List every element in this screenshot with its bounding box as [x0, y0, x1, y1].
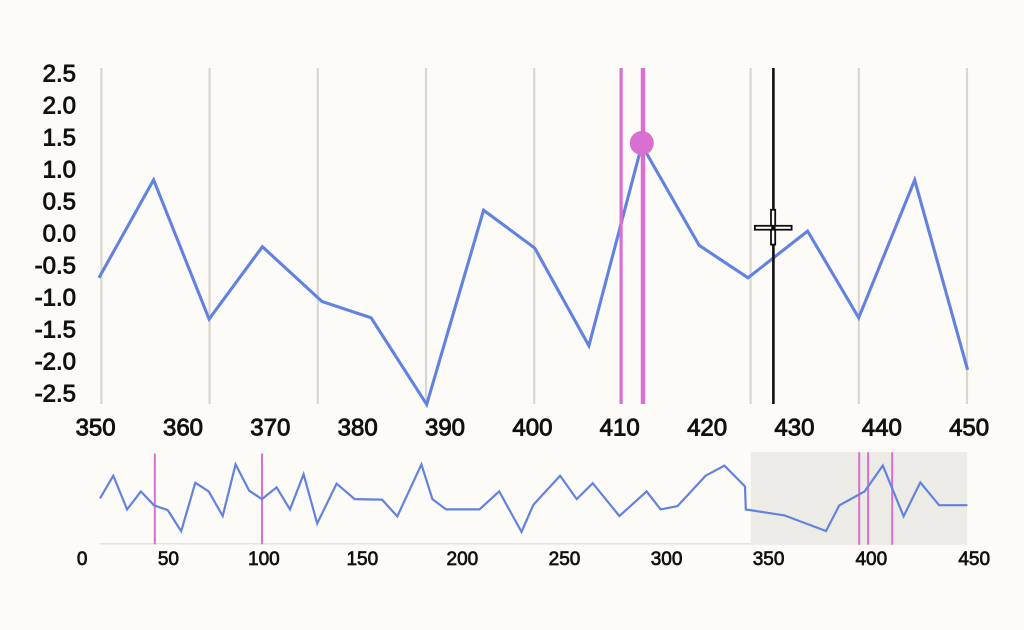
svg-text:0: 0 [77, 549, 88, 570]
svg-text:420: 420 [687, 414, 727, 441]
svg-text:200: 200 [447, 549, 479, 570]
svg-text:0.0: 0.0 [43, 221, 76, 248]
svg-text:400: 400 [512, 414, 552, 441]
svg-text:150: 150 [346, 549, 378, 570]
svg-text:380: 380 [338, 414, 378, 441]
svg-text:2.0: 2.0 [43, 93, 76, 120]
svg-text:50: 50 [158, 549, 179, 570]
svg-text:360: 360 [163, 414, 203, 441]
svg-text:450: 450 [949, 414, 989, 441]
svg-text:390: 390 [425, 414, 465, 441]
svg-text:0.5: 0.5 [43, 189, 76, 216]
svg-text:-2.5: -2.5 [35, 381, 76, 408]
svg-text:400: 400 [855, 549, 887, 570]
svg-text:-0.5: -0.5 [35, 253, 76, 280]
svg-text:370: 370 [250, 414, 290, 441]
svg-text:-1.5: -1.5 [35, 317, 76, 344]
svg-text:410: 410 [600, 414, 640, 441]
svg-text:100: 100 [248, 549, 280, 570]
svg-text:1.0: 1.0 [43, 157, 76, 184]
svg-text:350: 350 [753, 549, 785, 570]
svg-text:430: 430 [774, 414, 814, 441]
svg-text:-2.0: -2.0 [35, 349, 76, 376]
svg-text:-1.0: -1.0 [35, 285, 76, 312]
svg-text:1.5: 1.5 [43, 125, 76, 152]
svg-text:350: 350 [76, 414, 116, 441]
svg-text:440: 440 [862, 414, 902, 441]
svg-text:2.5: 2.5 [43, 61, 76, 88]
svg-text:250: 250 [549, 549, 581, 570]
svg-text:300: 300 [651, 549, 683, 570]
svg-text:450: 450 [958, 549, 990, 570]
